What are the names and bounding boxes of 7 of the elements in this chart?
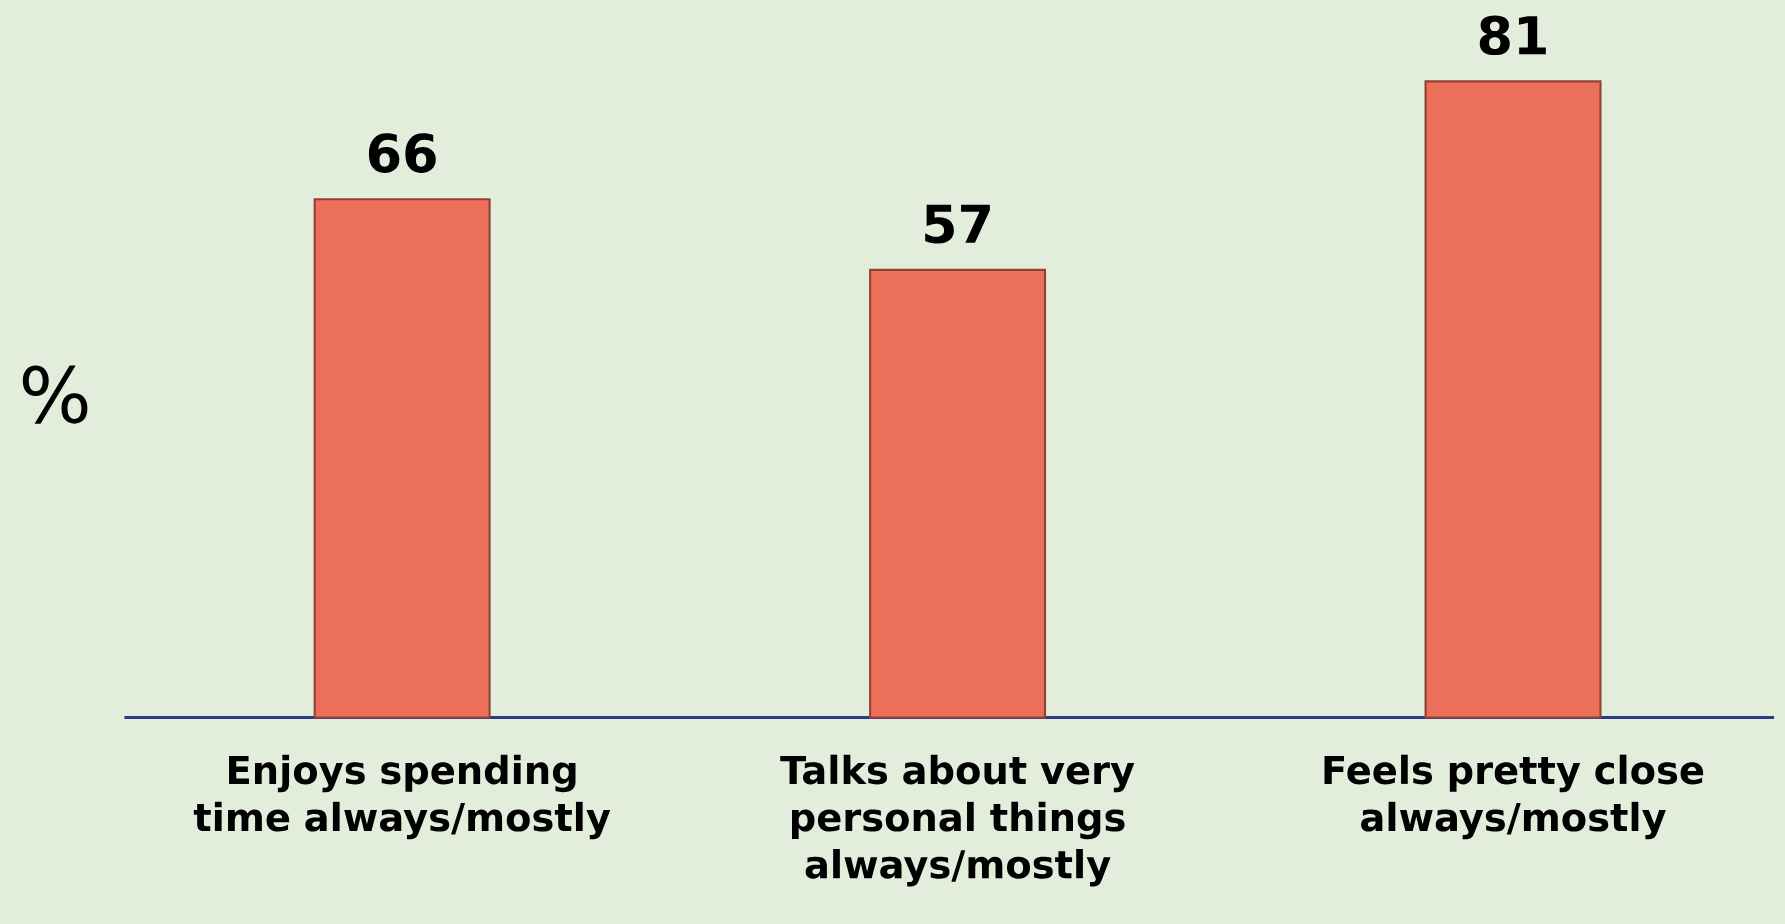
x-tick-label: Enjoys spending time always/mostly	[193, 754, 611, 840]
data-label: 57	[925, 204, 990, 244]
x-tick-label: Talks about very personal things always/mostly	[780, 754, 1135, 887]
y-axis-title: %	[22, 365, 88, 424]
x-tick-label: Feels pretty close always/mostly	[1324, 754, 1704, 840]
data-label: 66	[368, 133, 436, 173]
data-label: 81	[1479, 15, 1546, 56]
